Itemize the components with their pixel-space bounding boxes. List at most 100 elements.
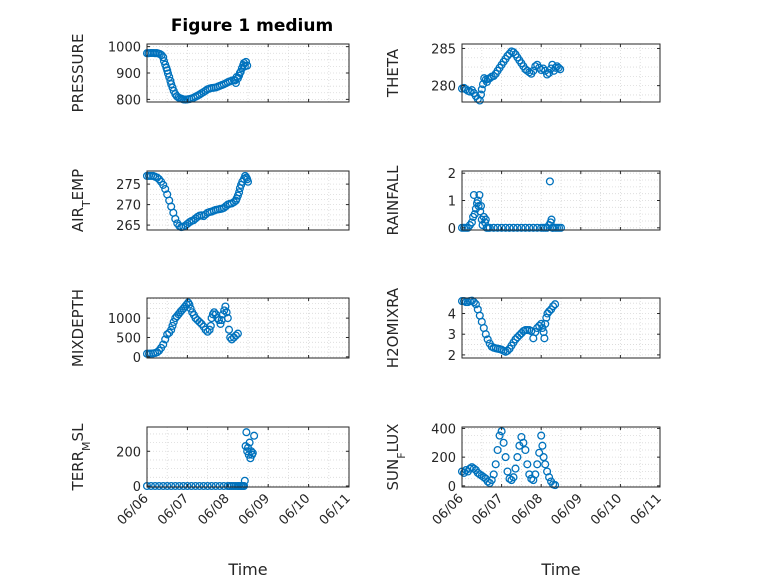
grid [147, 171, 349, 230]
data-point [509, 223, 518, 232]
grid [462, 44, 660, 102]
y-tick-label: 2 [448, 167, 456, 182]
data-point [545, 68, 554, 78]
data-point [525, 470, 534, 479]
y-axis-label: THETA [384, 48, 402, 98]
data-point [503, 467, 512, 476]
y-tick-label: 0 [448, 480, 456, 495]
data-point [195, 90, 204, 99]
data-point [549, 302, 558, 311]
y-axis-label: H2OMIXRA [384, 287, 402, 368]
y-tick-label: 270 [116, 199, 141, 214]
subplot-pressure: 800 900 1000 PRESSURE [69, 34, 350, 113]
data-point [537, 319, 546, 328]
data-point [221, 302, 230, 311]
data-point [179, 481, 188, 491]
y-axis-label: AIRTEMP [69, 169, 93, 232]
x-tick-label: 06/09 [549, 491, 586, 528]
data-point [195, 481, 204, 491]
data-point [523, 460, 532, 469]
data-point [206, 321, 215, 330]
data-point [513, 453, 522, 462]
y-tick-label: 280 [431, 80, 456, 95]
data-point [481, 330, 490, 339]
data-point [476, 201, 486, 211]
data-point [471, 300, 480, 309]
data-point [242, 428, 251, 437]
data-point [493, 445, 502, 455]
x-tick-label: 06/06 [115, 491, 152, 528]
data-point [239, 481, 249, 491]
axes-box [146, 297, 350, 359]
data-point [207, 481, 216, 491]
data-point [554, 63, 563, 72]
data-point [531, 62, 540, 71]
data-point [503, 346, 512, 355]
data-point [539, 453, 548, 462]
subplot-theta: 280 285 THETA [384, 42, 661, 105]
subplot-terr-msl: 0 200 06/06 06/07 06/08 06/09 06/10 06/11 Time TE… [69, 423, 354, 579]
y-tick-label: 0 [133, 480, 141, 495]
y-axis-label: RAINFALL [384, 165, 402, 236]
data-point [513, 223, 522, 232]
data-point [201, 325, 210, 334]
data-point [531, 328, 540, 337]
data-point [159, 180, 168, 189]
data-point [240, 476, 249, 485]
data-point [219, 481, 228, 491]
data-point [556, 65, 565, 74]
data-point [495, 431, 504, 440]
data-series [142, 48, 252, 104]
x-tick-label: 06/06 [430, 491, 467, 528]
data-point [501, 453, 510, 462]
data-point [250, 431, 259, 440]
data-point [537, 65, 546, 75]
data-point [175, 481, 184, 491]
data-point [243, 177, 253, 186]
data-point [161, 335, 170, 344]
data-point [171, 481, 180, 491]
data-point [248, 448, 257, 458]
subplot-mixdepth: 0 500 1000 MIXDEPTH [69, 289, 350, 367]
data-point [183, 481, 192, 491]
data-point [529, 223, 538, 232]
data-point [545, 177, 554, 186]
y-tick-label: 900 [116, 67, 141, 82]
y-axis-label: PRESSURE [69, 34, 87, 113]
data-point [223, 314, 232, 323]
data-series [457, 296, 560, 356]
data-point [153, 348, 162, 357]
subplot-air-temp: 265 270 275 AIRTEMP [69, 169, 350, 234]
axes-box [146, 426, 350, 488]
data-series [457, 427, 560, 490]
data-point [161, 184, 170, 194]
data-point [551, 481, 560, 490]
data-series [142, 298, 242, 358]
data-point [222, 308, 231, 317]
data-point [505, 49, 514, 58]
data-point [541, 460, 550, 469]
data-point [465, 87, 474, 96]
y-tick-label: 200 [116, 445, 141, 460]
data-point [511, 464, 520, 473]
data-point [205, 325, 214, 334]
x-axis-label: Time [540, 560, 580, 579]
data-point [483, 477, 492, 486]
data-point [211, 481, 220, 491]
data-point [224, 325, 234, 334]
data-point [243, 61, 252, 70]
y-tick-label: 265 [116, 219, 141, 234]
data-point [159, 340, 168, 349]
subplot-h2omixra: 2 3 4 H2OMIXRA [384, 287, 661, 368]
data-point [533, 223, 542, 232]
axes-box [461, 43, 661, 103]
data-point [245, 438, 254, 447]
data-point [505, 223, 514, 232]
data-point [538, 441, 547, 450]
y-tick-label: 3 [448, 328, 456, 343]
data-point [203, 481, 212, 491]
data-point [186, 304, 195, 313]
data-point [155, 481, 164, 491]
y-tick-label: 400 [431, 422, 456, 437]
data-point [503, 51, 512, 60]
